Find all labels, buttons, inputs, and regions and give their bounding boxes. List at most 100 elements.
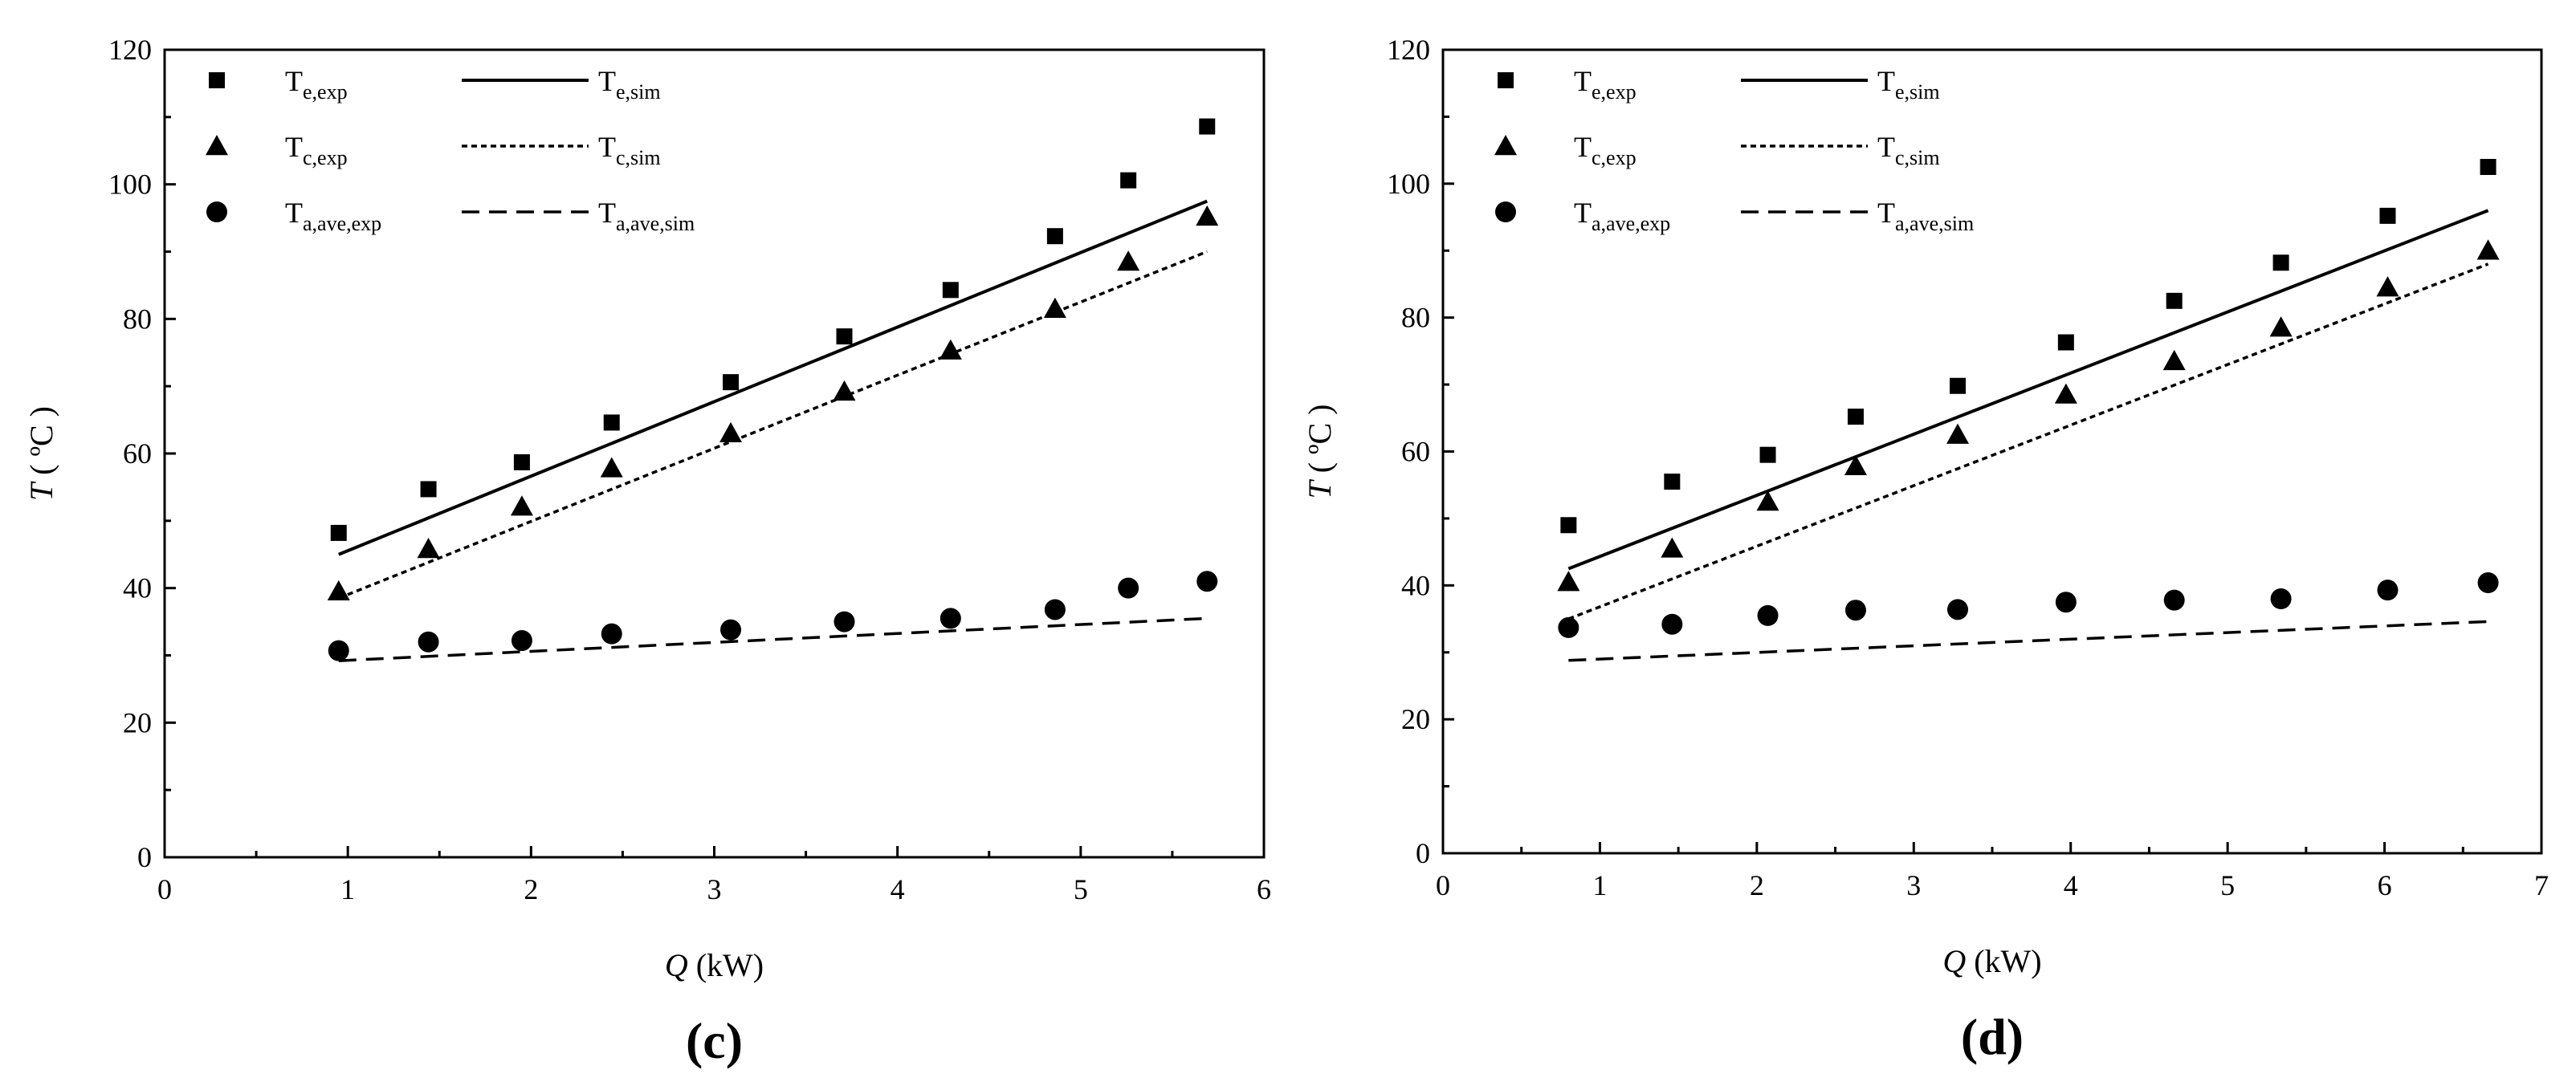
legend-subscript: a,ave,sim [1895,212,1974,235]
y-tick-label: 60 [1401,436,1430,468]
x-axis-label: Q (kW) [665,947,764,983]
data-point-circle [1196,571,1218,592]
data-point-square [513,454,530,470]
legend-label: Te,sim [1877,65,1940,104]
legend-label: Te,exp [1574,65,1636,104]
legend-base: T [1877,65,1895,97]
data-point-circle [601,623,622,645]
plot-frame [1441,48,2543,855]
y-axis-label: T ( ºC ) [23,406,59,501]
legend-base: T [598,65,616,97]
data-point-square [723,374,740,391]
legend-subscript: e,exp [1592,80,1636,104]
data-point-triangle [1756,490,1779,511]
data-point-circle [2055,592,2077,613]
data-point-triangle [1661,537,1684,558]
x-axis-label: Q (kW) [1942,943,2041,979]
x-tick-label: 5 [2220,869,2235,901]
x-tick-label: 7 [2534,869,2549,901]
series-a-ave-sim [338,616,1208,662]
data-point-circle [834,611,855,632]
panel-label: (c) [686,1012,743,1069]
data-point-square [942,282,959,299]
x-tick-label: 5 [1074,873,1088,905]
x-tick-label: 0 [157,873,172,905]
series-a-ave-sim [1568,620,2488,662]
legend-subscript: c,exp [303,146,348,169]
data-point-circle [2163,589,2185,611]
series-line [1568,620,2488,662]
data-point-square [1120,172,1137,189]
y-tick-label: 100 [108,169,152,201]
legend: Te,expTc,expTa,ave,expTe,simTc,simTa,ave… [206,65,695,235]
x-tick-label: 6 [1257,873,1271,905]
data-point-triangle [1946,423,1970,444]
y-tick-label: 80 [1401,302,1430,334]
legend-subscript: c,exp [1592,146,1636,169]
series-a-ave-exp [1558,571,2499,638]
legend-marker-square [1498,72,1514,88]
data-point-triangle [1043,297,1066,318]
data-point-square [1759,446,1776,463]
x-tick-label: 4 [891,873,905,905]
data-point-square [1664,474,1681,490]
legend-label: Te,sim [598,65,661,104]
data-point-triangle [327,580,350,601]
x-tick-label: 3 [707,873,722,905]
data-point-triangle [1117,250,1140,271]
data-point-triangle [2162,349,2186,371]
data-point-circle [2270,588,2292,610]
data-point-square [603,414,620,431]
data-point-circle [1947,599,1969,620]
series-e-sim [1567,209,2489,571]
x-tick-label: 1 [340,873,355,905]
plot-frame [163,48,1266,859]
x-axis-symbol: Q [1942,943,1966,979]
legend-subscript: a,ave,sim [616,212,695,235]
y-axis-unit: ( ºC ) [1302,405,1338,482]
series-line [338,199,1209,556]
series-a-ave-exp [328,571,1218,661]
legend-base: T [1877,131,1895,163]
legend-label: Ta,ave,sim [598,197,695,235]
y-tick-label: 40 [123,572,152,604]
legend-label: Ta,ave,exp [285,197,381,235]
legend-subscript: e,exp [303,80,348,104]
series-c-exp [327,205,1219,601]
series-line [1567,209,2489,571]
legend-base: T [1877,197,1895,229]
y-tick-label: 40 [1401,569,1430,601]
data-point-triangle [2376,276,2399,297]
data-point-triangle [1844,454,1867,476]
legend-marker-triangle [206,135,228,156]
y-tick-label: 100 [1387,168,1430,200]
legend-base: T [1574,197,1592,229]
legend-subscript: c,sim [1895,146,1940,169]
y-axis-unit: ( ºC ) [23,406,59,483]
legend-label: Tc,sim [1877,131,1940,169]
y-tick-label: 120 [108,34,152,66]
x-tick-label: 1 [1592,869,1607,901]
data-point-circle [940,608,961,629]
series-e-exp [1560,158,2497,534]
data-point-square [2057,334,2074,351]
data-point-triangle [2476,239,2500,260]
legend-label: Ta,ave,exp [1574,197,1670,235]
chart-panel-d: 0 1 2 3 4 5 6 7 0 20 40 60 80 100 120 Q (kW) T ( ºC ) (d)… [1302,34,2549,1065]
y-tick-label: 60 [123,437,152,470]
legend: Te,expTc,expTa,ave,expTe,simTc,simTa,ave… [1494,65,1974,235]
data-point-square [1046,228,1063,245]
data-point-square [2272,254,2289,271]
data-point-circle [1044,599,1066,620]
data-point-triangle [719,421,743,443]
y-tick-label: 20 [1401,703,1430,735]
data-point-triangle [2269,316,2293,337]
x-axis-unit: (kW) [1966,943,2041,979]
legend-subscript: e,sim [616,80,661,104]
legend-label: Te,exp [285,65,348,104]
panel-label: (d) [1961,1008,2024,1065]
legend-label: Ta,ave,sim [1877,197,1974,235]
legend-marker-square [209,72,225,88]
